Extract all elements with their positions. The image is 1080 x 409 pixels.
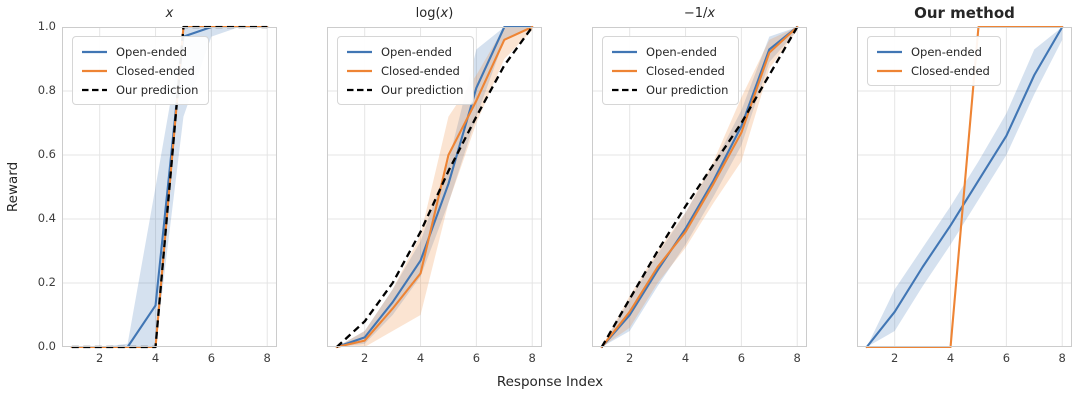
plot-border bbox=[327, 27, 542, 347]
legend-label: Closed-ended bbox=[381, 63, 460, 78]
legend-item-open: Open-ended bbox=[876, 42, 990, 61]
legend-label: Closed-ended bbox=[911, 63, 990, 78]
legend: Open-ended Closed-ended bbox=[867, 36, 1001, 86]
closed-ended-band bbox=[336, 27, 533, 347]
legend-label: Closed-ended bbox=[646, 63, 725, 78]
y-tick-label: 0.6 bbox=[37, 147, 56, 161]
y-tick-label: 0.2 bbox=[37, 275, 56, 289]
open-ended-line bbox=[865, 25, 1064, 349]
subplot-log-x: log(x) 2 4 6 8 Open-ended Closed-ended Our pred… bbox=[327, 0, 542, 409]
prediction-line bbox=[600, 26, 799, 348]
legend-line-sample-open bbox=[347, 50, 372, 53]
legend-line-sample-closed bbox=[82, 69, 107, 72]
legend-line-sample-prediction bbox=[82, 88, 107, 91]
open-ended-line bbox=[335, 25, 534, 349]
x-tick-label: 6 bbox=[207, 351, 216, 365]
prediction-line bbox=[335, 26, 534, 348]
plot-border bbox=[857, 27, 1072, 347]
subplot-our-method: Our method 2 4 6 8 Open-ended Closed-ended bbox=[857, 0, 1072, 409]
subplot-title: Our method bbox=[857, 4, 1072, 22]
x-axis-label: Response Index bbox=[496, 374, 604, 390]
legend-label: Closed-ended bbox=[116, 63, 195, 78]
y-tick-label: 0.8 bbox=[37, 83, 56, 97]
legend-item-prediction: Our prediction bbox=[611, 80, 728, 99]
y-tick-label: 0.0 bbox=[37, 339, 56, 353]
x-tick-label: 2 bbox=[96, 351, 104, 365]
x-tick-label: 8 bbox=[1058, 351, 1066, 365]
x-tick-label: 6 bbox=[737, 351, 746, 365]
legend-line-sample-closed bbox=[612, 69, 637, 72]
legend-item-closed: Closed-ended bbox=[611, 61, 728, 80]
x-tick-label: 6 bbox=[472, 351, 481, 365]
legend-item-prediction: Our prediction bbox=[346, 80, 463, 99]
legend-line-sample-closed bbox=[347, 69, 372, 72]
x-tick-label: 4 bbox=[681, 351, 690, 365]
legend-item-open: Open-ended bbox=[81, 42, 198, 61]
x-tick-label: 2 bbox=[891, 351, 899, 365]
legend-item-open: Open-ended bbox=[611, 42, 728, 61]
legend-label: Our prediction bbox=[116, 82, 199, 97]
subplot-neg-1-over-x: −1/x 2 4 6 8 Open-ended Closed-ended Our predic… bbox=[592, 0, 807, 409]
x-tick-label: 4 bbox=[416, 351, 425, 365]
plot-border bbox=[62, 27, 277, 347]
legend-item-open: Open-ended bbox=[346, 42, 463, 61]
legend-line-sample-open bbox=[612, 50, 637, 53]
legend-line-sample-open bbox=[82, 50, 107, 53]
subplot-title-part: x bbox=[165, 6, 174, 21]
subplot-title-part: x bbox=[707, 6, 716, 21]
plot-border bbox=[592, 27, 807, 347]
legend-line-sample-closed bbox=[877, 69, 902, 72]
x-tick-label: 4 bbox=[151, 351, 160, 365]
legend-item-closed: Closed-ended bbox=[346, 61, 463, 80]
closed-ended-line bbox=[335, 25, 534, 349]
legend: Open-ended Closed-ended Our prediction bbox=[602, 36, 740, 105]
x-tick-label: 8 bbox=[528, 351, 536, 365]
subplot-title: −1/x bbox=[592, 6, 807, 21]
legend-label: Our prediction bbox=[381, 82, 464, 97]
x-tick-label: 2 bbox=[626, 351, 634, 365]
legend-item-closed: Closed-ended bbox=[81, 61, 198, 80]
y-axis-label: Reward bbox=[5, 161, 21, 213]
legend: Open-ended Closed-ended Our prediction bbox=[337, 36, 475, 105]
subplot-title-part: Our method bbox=[914, 4, 1015, 22]
legend-label: Open-ended bbox=[116, 44, 187, 59]
subplot-title: log(x) bbox=[327, 6, 542, 21]
closed-ended-line bbox=[600, 25, 799, 349]
subplot-x: x 2 4 6 8 Open-ended Closed-ended Our predictio… bbox=[62, 0, 277, 409]
prediction-line bbox=[71, 25, 268, 349]
plot-canvas bbox=[62, 25, 277, 349]
legend: Open-ended Closed-ended Our prediction bbox=[72, 36, 210, 105]
x-tick-label: 4 bbox=[946, 351, 955, 365]
legend-label: Our prediction bbox=[646, 82, 729, 97]
subplot-title-part: ) bbox=[448, 6, 454, 21]
legend-label: Open-ended bbox=[911, 44, 982, 59]
subplot-title: x bbox=[62, 6, 277, 21]
subplot-title-part: −1/ bbox=[683, 6, 708, 21]
legend-label: Open-ended bbox=[646, 44, 717, 59]
subplot-title-part: log( bbox=[415, 6, 441, 21]
y-tick-label: 1.0 bbox=[37, 19, 56, 33]
legend-item-closed: Closed-ended bbox=[876, 61, 990, 80]
x-tick-label: 2 bbox=[361, 351, 369, 365]
legend-item-prediction: Our prediction bbox=[81, 80, 198, 99]
legend-line-sample-prediction bbox=[347, 88, 372, 91]
plot-canvas bbox=[592, 25, 807, 349]
x-tick-label: 6 bbox=[1002, 351, 1011, 365]
x-tick-label: 8 bbox=[263, 351, 271, 365]
plot-canvas bbox=[857, 25, 1072, 349]
open-ended-line bbox=[600, 25, 799, 349]
legend-line-sample-prediction bbox=[612, 88, 637, 91]
legend-line-sample-open bbox=[877, 50, 902, 53]
y-tick-label: 0.4 bbox=[37, 211, 56, 225]
subplot-title-part: x bbox=[440, 6, 449, 21]
x-tick-label: 8 bbox=[793, 351, 801, 365]
legend-label: Open-ended bbox=[381, 44, 452, 59]
